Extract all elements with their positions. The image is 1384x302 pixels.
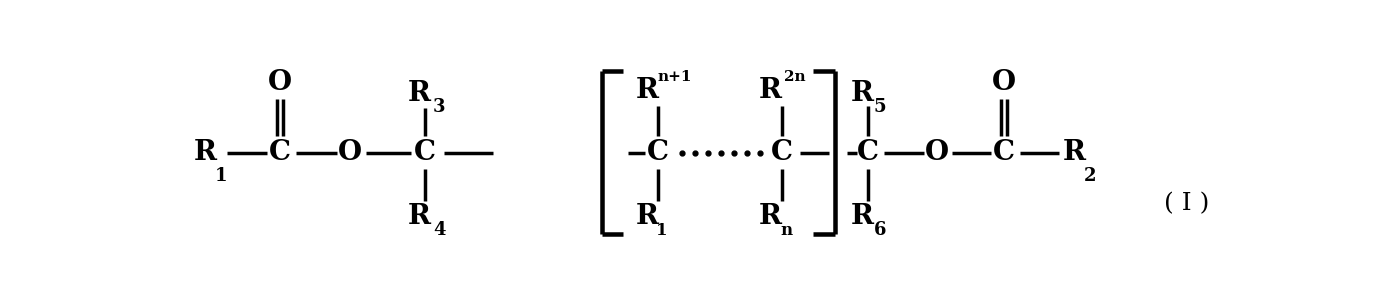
Text: O: O: [338, 139, 363, 166]
Text: R: R: [758, 77, 782, 104]
Text: 1: 1: [215, 167, 227, 185]
Text: 6: 6: [873, 221, 886, 239]
Text: R: R: [635, 203, 659, 230]
Text: C: C: [646, 139, 668, 166]
Text: 4: 4: [433, 221, 446, 239]
Text: C: C: [857, 139, 879, 166]
Text: 3: 3: [433, 98, 446, 116]
Text: O: O: [925, 139, 949, 166]
Text: R: R: [408, 203, 432, 230]
Text: R: R: [1063, 139, 1085, 166]
Text: R: R: [758, 203, 782, 230]
Text: R: R: [635, 77, 659, 104]
Text: 2: 2: [1084, 167, 1096, 185]
Text: C: C: [270, 139, 291, 166]
Text: R: R: [408, 80, 432, 107]
Text: n+1: n+1: [657, 70, 692, 84]
Text: C: C: [771, 139, 793, 166]
Text: 1: 1: [656, 222, 668, 239]
Text: n: n: [781, 222, 793, 239]
Text: R: R: [851, 80, 875, 107]
Text: C: C: [994, 139, 1016, 166]
Text: R: R: [194, 139, 217, 166]
Text: 2n: 2n: [785, 70, 805, 84]
Text: 5: 5: [873, 98, 886, 116]
Text: O: O: [268, 69, 292, 96]
Text: ( I ): ( I ): [1164, 192, 1210, 215]
Text: C: C: [414, 139, 436, 166]
Text: R: R: [851, 203, 875, 230]
Text: O: O: [992, 69, 1016, 96]
